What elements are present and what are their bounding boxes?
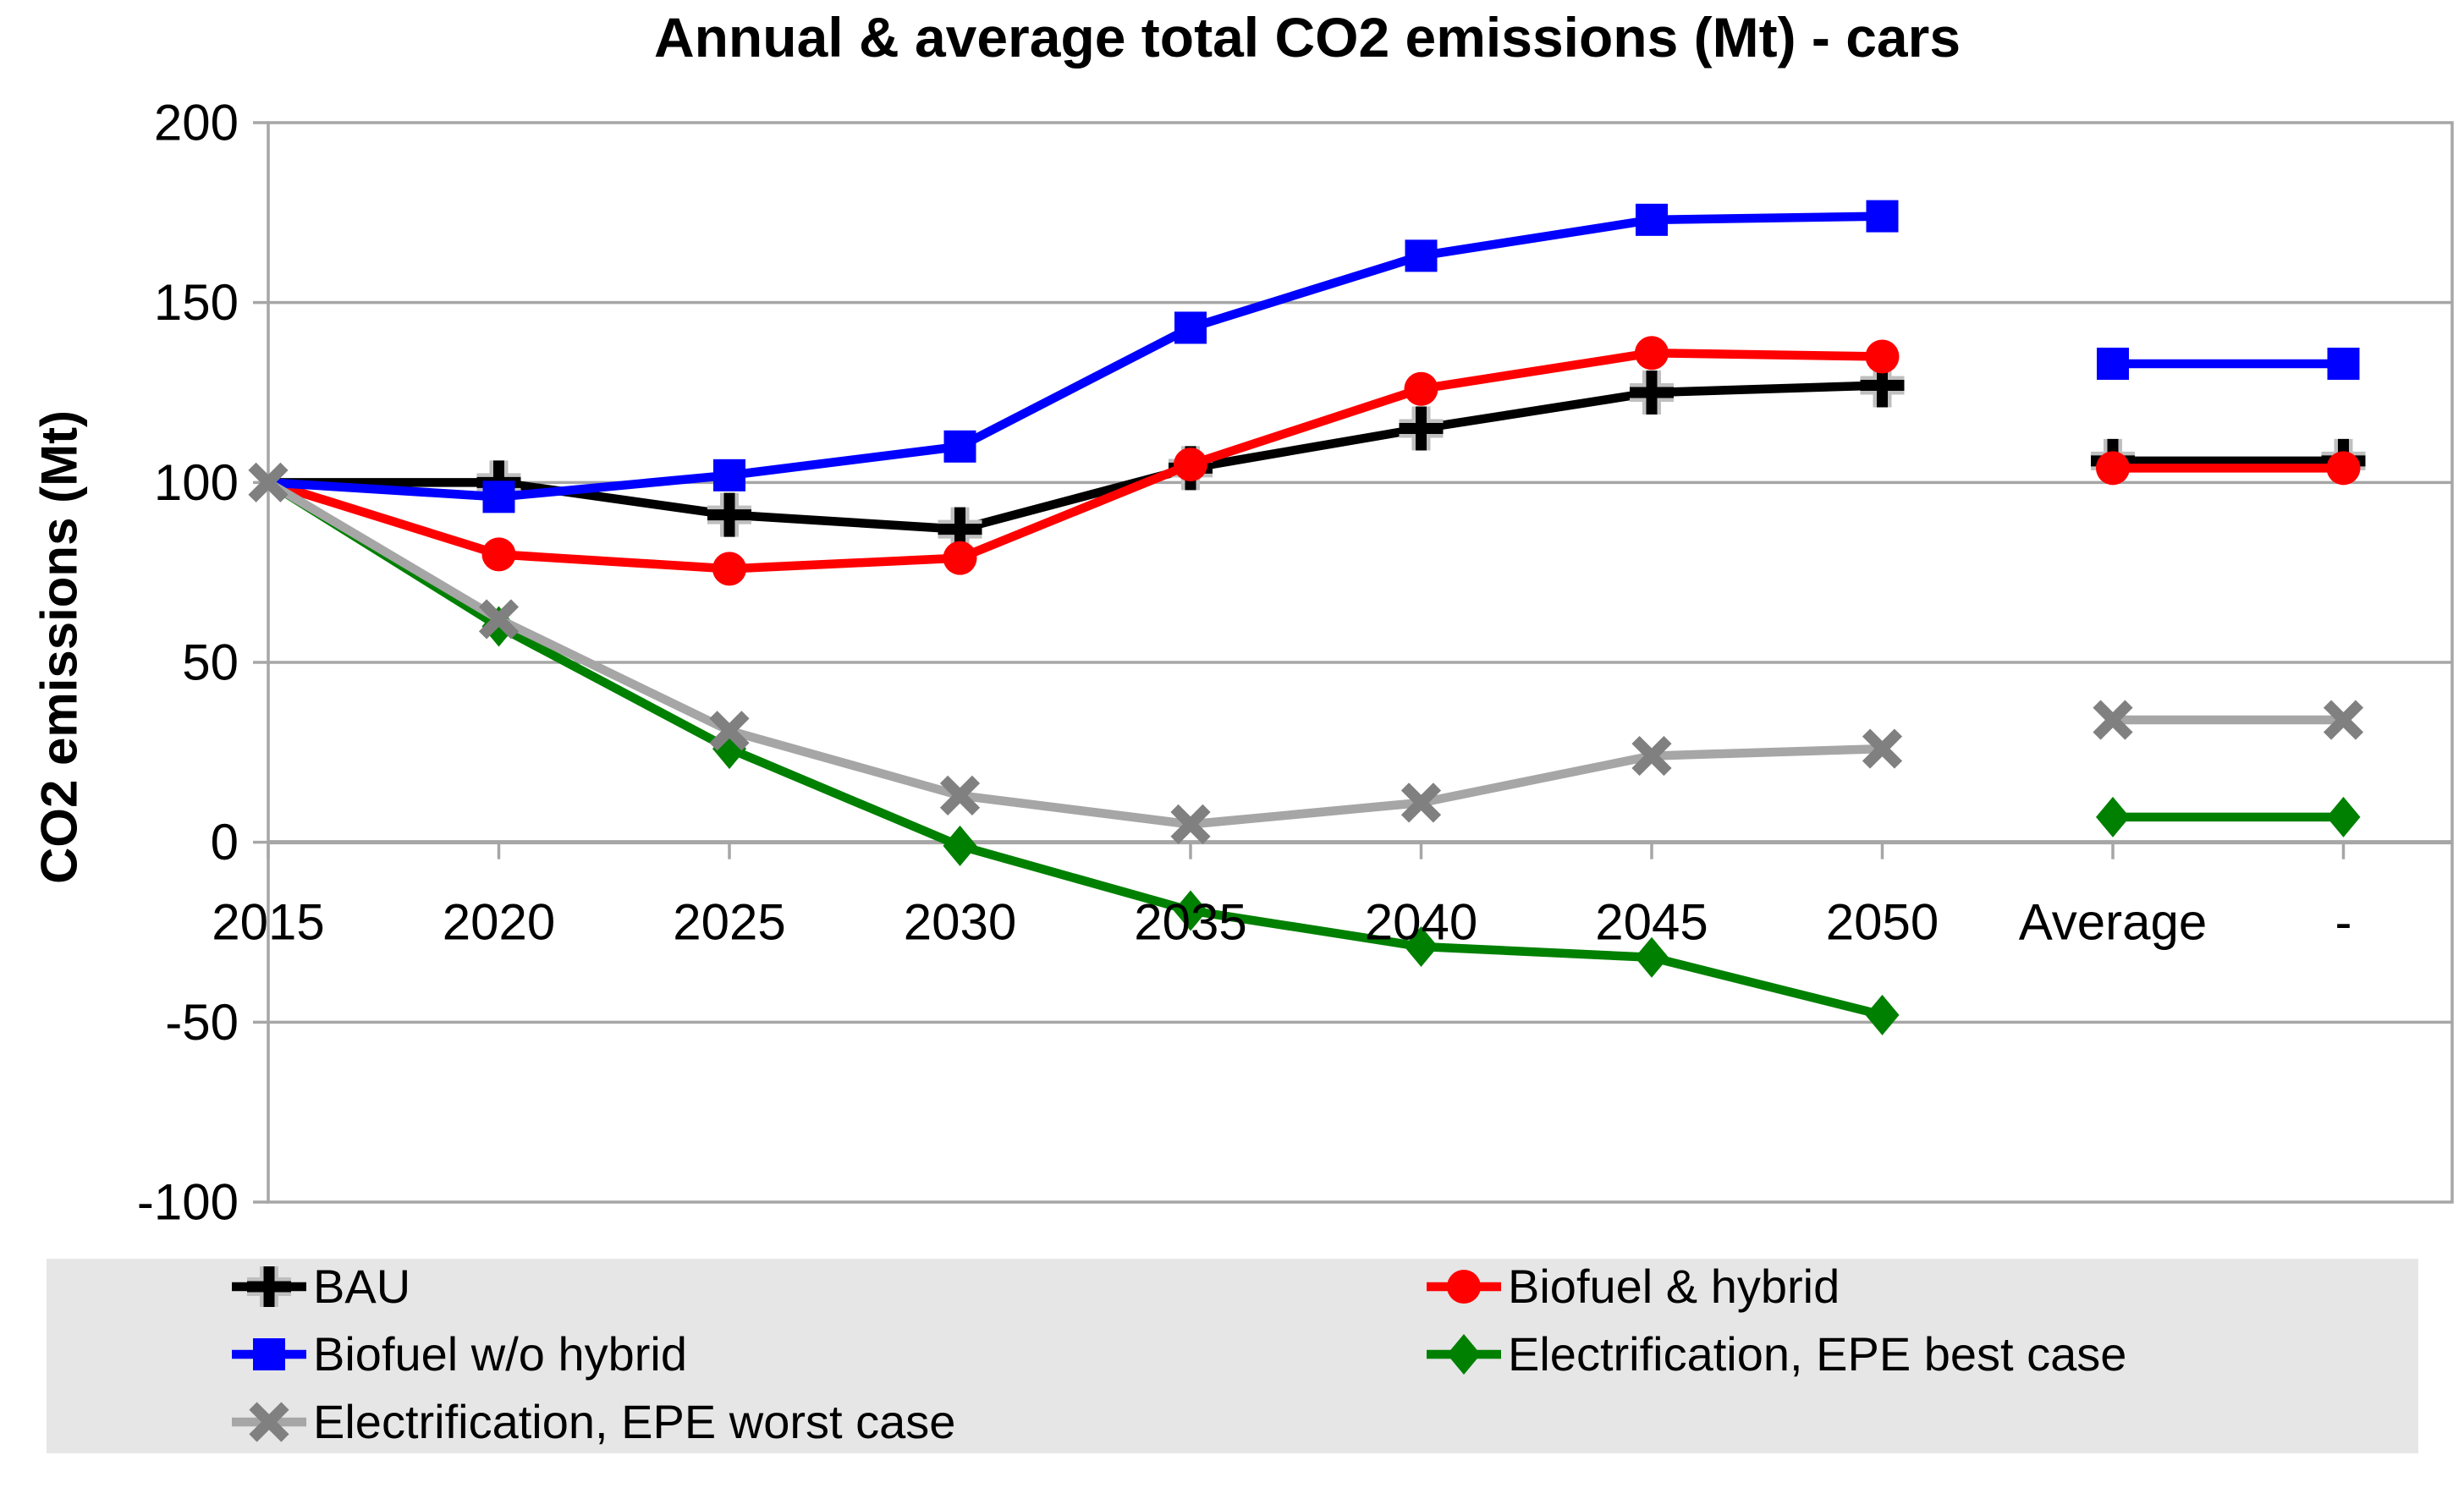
x-axis-label: 2030 <box>904 894 1016 951</box>
series-marker <box>2327 347 2360 380</box>
series-marker <box>1865 994 1900 1035</box>
series-marker <box>1447 1270 1481 1304</box>
series-electrification-epe-worst-case <box>248 462 2364 844</box>
series-marker <box>2093 700 2133 740</box>
series-marker <box>481 537 516 572</box>
series-marker <box>943 430 976 463</box>
y-axis-label: 0 <box>211 814 239 870</box>
x-axis-label: 2045 <box>1595 894 1708 951</box>
series-line-biofuel-hybrid <box>263 348 1887 574</box>
series-marker <box>2096 451 2130 486</box>
y-axis-label: 150 <box>154 274 239 331</box>
series-marker <box>482 480 515 513</box>
x-axis-label: 2020 <box>443 894 555 951</box>
legend-item-label: BAU <box>313 1260 411 1313</box>
chart-title: Annual & average total CO2 emissions (Mt… <box>653 6 1961 69</box>
y-axis-label: 50 <box>182 634 239 691</box>
series-marker <box>1635 936 1669 978</box>
legend-item-electrification-epe-worst-case: Electrification, EPE worst case <box>230 1395 956 1448</box>
series-marker <box>1866 200 1899 233</box>
series-marker <box>2326 796 2361 837</box>
y-axis-label: -100 <box>137 1174 239 1231</box>
series-line-electrification-epe-best-case <box>263 478 1887 1020</box>
legend-square-icon <box>232 1338 306 1370</box>
y-axis-title: CO2 emissions (Mt) <box>30 409 88 885</box>
series-marker <box>247 1266 291 1307</box>
x-axis-label: - <box>2335 894 2352 951</box>
legend-item-electrification-epe-best-case: Electrification, EPE best case <box>1425 1327 2127 1381</box>
x-axis-label: Average <box>2019 894 2207 951</box>
legend-circle-icon <box>1427 1270 1501 1304</box>
series-marker <box>253 1338 285 1370</box>
series-marker <box>1865 339 1900 374</box>
legend-item-biofuel-hybrid: Biofuel & hybrid <box>1425 1260 1840 1313</box>
x-axis-label: 2025 <box>673 894 785 951</box>
x-axis-label: 2015 <box>212 894 324 951</box>
series-marker <box>707 492 751 537</box>
series-marker <box>1636 203 1668 236</box>
x-axis-label: 2040 <box>1365 894 1477 951</box>
series-marker <box>249 1402 289 1442</box>
y-axis-label: 200 <box>154 95 239 151</box>
series-marker <box>248 462 289 502</box>
series-marker <box>1635 336 1669 371</box>
series-line-biofuel-w-o-hybrid <box>263 211 1887 502</box>
series-marker <box>712 552 746 586</box>
legend-plus-icon <box>232 1266 306 1307</box>
series-marker <box>1405 239 1438 272</box>
legend-x-icon <box>232 1402 306 1442</box>
series-marker <box>1862 728 1903 769</box>
series-biofuel-hybrid <box>263 336 2361 586</box>
series-marker <box>2097 347 2129 380</box>
series-marker <box>2096 796 2130 837</box>
legend-item-label: Electrification, EPE worst case <box>313 1395 956 1448</box>
series-marker <box>1399 406 1444 451</box>
series-line-bau <box>263 381 1887 534</box>
series-marker <box>713 458 745 491</box>
series-marker <box>1447 1334 1481 1375</box>
legend-item-biofuel-w-o-hybrid: Biofuel w/o hybrid <box>230 1327 688 1381</box>
x-axis-label: 2050 <box>1826 894 1939 951</box>
series-marker <box>1174 311 1207 344</box>
series-marker <box>1174 890 1207 931</box>
legend-item-label: Biofuel w/o hybrid <box>313 1327 688 1381</box>
series-marker <box>1404 371 1438 406</box>
series-marker <box>1174 447 1207 482</box>
y-axis-label: -50 <box>165 994 239 1051</box>
y-axis-label: 100 <box>154 454 239 511</box>
series-marker <box>1400 782 1442 823</box>
series-marker <box>943 541 977 575</box>
series-marker <box>1630 371 1674 415</box>
series-marker <box>478 599 520 640</box>
series-marker <box>939 775 981 815</box>
series-marker <box>2323 700 2364 740</box>
series-marker <box>943 825 977 866</box>
legend-item-bau: BAU <box>230 1260 411 1313</box>
series-biofuel-w-o-hybrid <box>263 200 2360 513</box>
chart-legend: BAU Biofuel w/o hybrid Electrification, EP… <box>47 1259 2418 1453</box>
series-marker <box>1170 804 1211 844</box>
legend-item-label: Biofuel & hybrid <box>1508 1260 1840 1313</box>
x-axis-label: 2035 <box>1134 894 1246 951</box>
series-electrification-epe-best-case <box>263 478 2361 1035</box>
legend-diamond-icon <box>1427 1334 1501 1375</box>
series-line-electrification-epe-worst-case <box>263 478 1887 829</box>
series-marker <box>2326 451 2361 486</box>
series-marker <box>709 711 750 751</box>
series-bau <box>263 363 2366 552</box>
series-marker <box>1631 735 1672 777</box>
series-marker <box>1404 926 1438 968</box>
legend-item-label: Electrification, EPE best case <box>1508 1327 2127 1381</box>
